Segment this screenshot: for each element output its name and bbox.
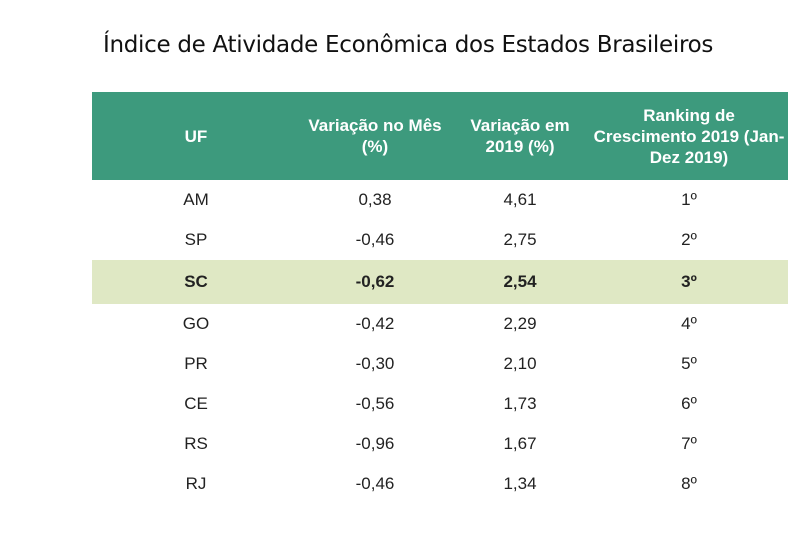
cell-variacao-ano: 1,67 xyxy=(503,434,537,453)
cell-variacao-ano: 2,54 xyxy=(450,260,590,304)
cell-ranking: 1º xyxy=(681,190,697,209)
cell-uf: AM xyxy=(183,190,209,209)
cell-variacao-mes: -0,62 xyxy=(300,260,450,304)
cell-uf: RS xyxy=(184,434,208,453)
table-row: RJ -0,46 1,34 8º xyxy=(92,464,788,504)
cell-uf: SC xyxy=(92,260,300,304)
header-variacao-ano: Variação em 2019 (%) xyxy=(450,92,590,180)
cell-variacao-ano: 1,73 xyxy=(503,394,537,413)
cell-ranking: 4º xyxy=(681,314,697,333)
cell-variacao-ano: 4,61 xyxy=(503,190,537,209)
cell-ranking: 5º xyxy=(681,354,697,373)
table-row: SP -0,46 2,75 2º xyxy=(92,220,788,260)
table-row: AM 0,38 4,61 1º xyxy=(92,180,788,220)
cell-ranking: 3º xyxy=(590,260,788,304)
cell-ranking: 6º xyxy=(681,394,697,413)
header-row: UF Variação no Mês (%) Variação em 2019 … xyxy=(92,92,788,180)
cell-ranking: 7º xyxy=(681,434,697,453)
cell-variacao-mes: -0,46 xyxy=(355,474,395,493)
table-title: Índice de Atividade Econômica dos Estado… xyxy=(103,32,714,58)
cell-ranking: 2º xyxy=(681,230,697,249)
cell-variacao-ano: 1,34 xyxy=(503,474,537,493)
cell-uf: CE xyxy=(184,394,208,413)
header-uf: UF xyxy=(92,92,300,180)
table-row: PR -0,30 2,10 5º xyxy=(92,344,788,384)
header-variacao-mes: Variação no Mês (%) xyxy=(300,92,450,180)
ranking-table: UF Variação no Mês (%) Variação em 2019 … xyxy=(92,92,788,504)
cell-variacao-mes: -0,30 xyxy=(355,354,395,373)
cell-variacao-ano: 2,10 xyxy=(503,354,537,373)
cell-variacao-mes: -0,96 xyxy=(355,434,395,453)
cell-variacao-mes: -0,42 xyxy=(355,314,395,333)
table-row: RS -0,96 1,67 7º xyxy=(92,424,788,464)
cell-uf: RJ xyxy=(185,474,207,493)
cell-uf: PR xyxy=(184,354,208,373)
table-row: CE -0,56 1,73 6º xyxy=(92,384,788,424)
cell-variacao-ano: 2,75 xyxy=(503,230,537,249)
cell-ranking: 8º xyxy=(681,474,697,493)
cell-variacao-mes: -0,56 xyxy=(355,394,395,413)
table-row: SC -0,62 2,54 3º xyxy=(92,260,788,304)
header-ranking: Ranking de Crescimento 2019 (Jan-Dez 201… xyxy=(590,92,788,180)
cell-uf: SP xyxy=(184,230,208,249)
cell-variacao-mes: -0,46 xyxy=(355,230,395,249)
cell-variacao-mes: 0,38 xyxy=(358,190,392,209)
cell-variacao-ano: 2,29 xyxy=(503,314,537,333)
cell-uf: GO xyxy=(182,314,210,333)
table-row: GO -0,42 2,29 4º xyxy=(92,304,788,344)
